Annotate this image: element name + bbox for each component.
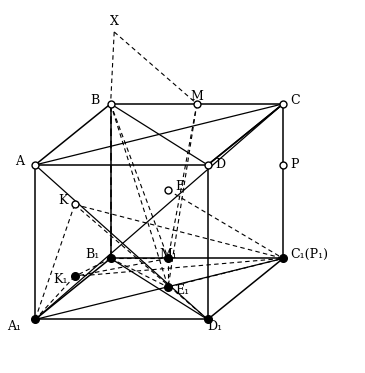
Text: C₁(P₁): C₁(P₁) — [290, 248, 328, 261]
Text: M: M — [191, 90, 203, 103]
Text: B: B — [91, 94, 100, 107]
Text: A₁: A₁ — [7, 320, 21, 333]
Text: K₁: K₁ — [53, 273, 68, 286]
Text: B₁: B₁ — [85, 248, 100, 261]
Text: D₁: D₁ — [207, 320, 222, 333]
Text: K: K — [58, 194, 68, 207]
Text: E₁: E₁ — [175, 284, 189, 297]
Text: P: P — [290, 159, 299, 172]
Text: C: C — [290, 94, 300, 107]
Text: A: A — [15, 155, 24, 168]
Text: M₁: M₁ — [159, 248, 177, 261]
Text: E: E — [175, 180, 184, 193]
Text: D: D — [215, 159, 225, 172]
Text: X: X — [110, 15, 119, 28]
